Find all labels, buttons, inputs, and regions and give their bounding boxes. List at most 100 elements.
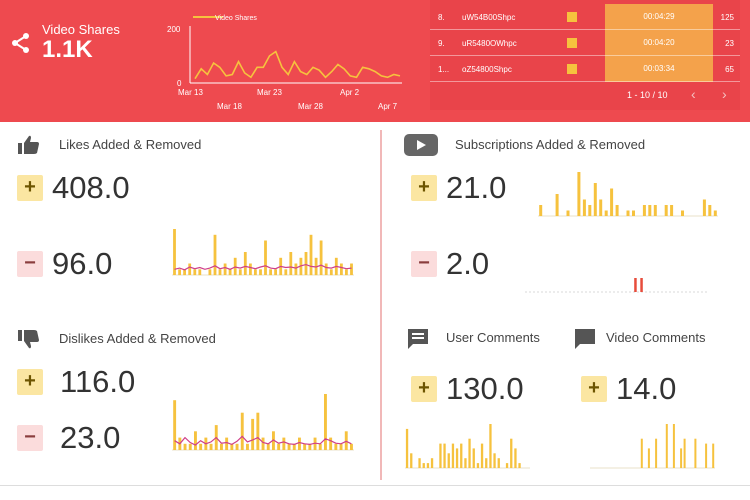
sparkline-bar: [640, 438, 643, 468]
subscriptions-added-sparkline: [538, 172, 718, 217]
likes-added-value: 408.0: [52, 170, 130, 205]
sparkline-bar: [615, 205, 619, 216]
sparkline-bar: [480, 443, 484, 468]
sparkline-bar: [292, 443, 296, 450]
sparkline-bar: [555, 194, 559, 216]
dislikes-section-title: Dislikes Added & Removed: [59, 331, 216, 346]
likes-removed-minus-icon: −: [17, 251, 43, 277]
sparkline-bar: [230, 443, 234, 450]
sparkline-trend-line: [174, 435, 352, 446]
sparkline-bar: [510, 438, 513, 468]
sparkline-bar: [577, 172, 581, 216]
sparkline-bar: [670, 205, 674, 216]
sparkline-bar: [228, 269, 232, 276]
x-tick-label: Apr 2: [340, 88, 360, 97]
sparkline-bar: [256, 412, 260, 450]
sparkline-bar: [464, 458, 467, 468]
sparkline-bar: [188, 443, 192, 450]
sparkline-bar: [261, 437, 265, 450]
sparkline-bar: [468, 438, 471, 468]
sparkline-bar: [680, 448, 683, 468]
table-row[interactable]: 8. uW54B00Shpc 00:04:29 125: [430, 4, 740, 30]
legend-label: Video Shares: [215, 15, 257, 22]
video-comments-value: 14.0: [616, 371, 677, 406]
sparkline-bar: [489, 424, 492, 468]
subs-added-plus-icon: +: [411, 175, 437, 201]
subscriptions-section-title: Subscriptions Added & Removed: [455, 137, 646, 152]
subs-removed-value: 2.0: [446, 246, 490, 281]
subscriptions-removed-sparkline: [525, 278, 707, 293]
bottom-divider: [0, 485, 750, 486]
sparkline-bar: [289, 252, 293, 275]
sparkline-bar: [455, 448, 459, 468]
sparkline-bar: [266, 443, 270, 450]
sparkline-bar: [418, 458, 421, 468]
video-comments-sparkline: [590, 424, 715, 469]
sparkline-bar: [647, 448, 650, 468]
sparkline-bar: [308, 443, 312, 450]
row-count: 23: [725, 39, 734, 48]
sparkline-bar: [447, 453, 450, 468]
user-comments-sparkline: [405, 424, 530, 469]
next-page-button[interactable]: ›: [722, 86, 727, 102]
sparkline-bar: [173, 229, 176, 275]
subs-removed-minus-icon: −: [411, 251, 437, 277]
header-banner: Video Shares 1.1K Video Shares 200 0 Mar…: [0, 0, 750, 122]
dislikes-removed-value: 23.0: [60, 420, 121, 455]
sparkline-bar: [213, 234, 217, 276]
sparkline-bar: [303, 443, 307, 450]
sparkline-bar: [324, 394, 327, 450]
table-row[interactable]: 9. uR5480OWhpc 00:04:20 23: [430, 30, 740, 56]
sparkline-bar: [344, 431, 348, 450]
sparkline-bar: [582, 199, 586, 216]
sparkline-bar: [505, 463, 509, 468]
row-rank: 8.: [438, 13, 445, 22]
dislikes-added-plus-icon: +: [17, 369, 43, 395]
share-icon: [12, 33, 29, 53]
row-rank: 9.: [438, 39, 445, 48]
user-comments-title: User Comments: [446, 330, 540, 345]
prev-page-button[interactable]: ‹: [691, 86, 696, 102]
sparkline-bar: [282, 437, 286, 450]
sparkline-bar: [460, 443, 463, 468]
video-shares-label: Video Shares: [42, 22, 120, 37]
sparkline-bar: [235, 443, 239, 450]
row-bar: [567, 64, 577, 74]
sparkline-bar: [472, 448, 475, 468]
sparkline-bar: [183, 443, 187, 450]
video-shares-line-chart: Video Shares 200 0 Mar 13 Mar 23 Apr 2 M…: [167, 15, 402, 111]
sparkline-bar: [443, 443, 446, 468]
likes-removed-value: 96.0: [52, 246, 113, 281]
sparkline-bar: [251, 418, 255, 450]
sparkline-bar: [183, 269, 186, 276]
sparkline-bar: [243, 252, 247, 275]
sparkline-bar: [334, 443, 338, 450]
video-comments-title: Video Comments: [606, 330, 706, 345]
video-play-icon: [404, 134, 438, 156]
sparkline-bar: [642, 205, 646, 216]
sparkline-negative-bar: [634, 278, 637, 292]
video-shares-series-line: [194, 50, 401, 80]
sparkline-bar: [672, 424, 675, 468]
sparkline-bar: [681, 210, 684, 216]
sparkline-bar: [405, 428, 409, 468]
sparkline-bar: [178, 269, 181, 276]
sparkline-bar: [173, 400, 177, 450]
dislikes-added-value: 116.0: [60, 364, 136, 399]
sparkline-bar: [277, 443, 281, 450]
row-video-id: uR5480OWhpc: [462, 39, 517, 48]
column-divider: [380, 130, 382, 480]
sparkline-bar: [683, 438, 686, 468]
sparkline-bar: [664, 205, 668, 216]
sparkline-bar: [188, 263, 192, 275]
row-watch-time: 00:04:29: [605, 4, 713, 30]
table-row[interactable]: 1... oZ54800Shpc 00:03:34 65: [430, 56, 740, 82]
sparkline-bar: [485, 458, 488, 468]
sparkline-negative-bar: [640, 278, 643, 292]
sparkline-bar: [566, 210, 570, 216]
sparkline-bar: [284, 269, 288, 276]
sparkline-bar: [339, 443, 343, 450]
sparkline-bar: [439, 443, 442, 468]
pagination-label: 1 - 10 / 10: [627, 90, 668, 100]
sparkline-bar: [329, 437, 333, 450]
